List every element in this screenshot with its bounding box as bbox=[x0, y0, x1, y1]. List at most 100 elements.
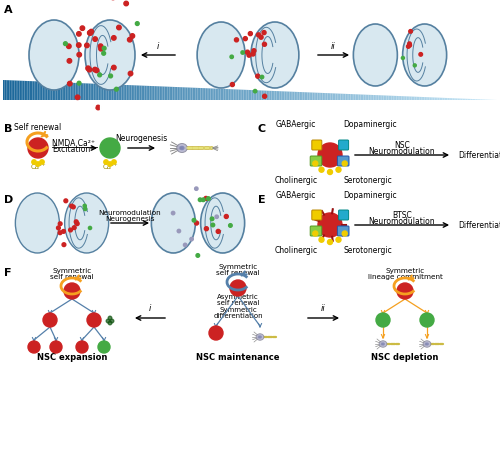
Polygon shape bbox=[370, 95, 372, 100]
Polygon shape bbox=[258, 90, 260, 100]
Polygon shape bbox=[472, 99, 474, 100]
Polygon shape bbox=[406, 96, 408, 100]
Polygon shape bbox=[67, 82, 69, 100]
Polygon shape bbox=[166, 87, 168, 100]
Circle shape bbox=[108, 162, 112, 166]
Polygon shape bbox=[123, 85, 125, 100]
Polygon shape bbox=[143, 86, 144, 100]
Polygon shape bbox=[8, 80, 10, 100]
Circle shape bbox=[89, 29, 94, 34]
Polygon shape bbox=[330, 93, 332, 100]
Polygon shape bbox=[408, 96, 410, 100]
Text: BTSC: BTSC bbox=[392, 211, 412, 220]
Circle shape bbox=[230, 280, 246, 296]
Text: Ca²⁺: Ca²⁺ bbox=[102, 164, 118, 170]
Circle shape bbox=[28, 341, 40, 353]
Ellipse shape bbox=[152, 193, 196, 253]
Circle shape bbox=[406, 44, 410, 48]
Polygon shape bbox=[228, 89, 230, 100]
FancyBboxPatch shape bbox=[338, 156, 349, 166]
Polygon shape bbox=[458, 98, 459, 100]
Text: NMDA Ca²⁺: NMDA Ca²⁺ bbox=[52, 139, 95, 147]
Polygon shape bbox=[56, 82, 58, 100]
Circle shape bbox=[98, 341, 110, 353]
Circle shape bbox=[336, 237, 341, 242]
Circle shape bbox=[172, 212, 175, 215]
Circle shape bbox=[83, 204, 86, 207]
Polygon shape bbox=[398, 96, 400, 100]
Polygon shape bbox=[273, 91, 274, 100]
Circle shape bbox=[88, 227, 92, 230]
Circle shape bbox=[88, 31, 92, 35]
FancyBboxPatch shape bbox=[312, 210, 322, 220]
Polygon shape bbox=[13, 80, 15, 100]
Polygon shape bbox=[294, 92, 296, 100]
Circle shape bbox=[419, 52, 422, 56]
Circle shape bbox=[87, 67, 92, 72]
Circle shape bbox=[76, 32, 81, 36]
Polygon shape bbox=[334, 94, 336, 100]
Circle shape bbox=[319, 237, 324, 242]
Circle shape bbox=[342, 161, 347, 166]
Circle shape bbox=[256, 33, 260, 37]
Polygon shape bbox=[216, 88, 217, 100]
Polygon shape bbox=[288, 92, 290, 100]
Polygon shape bbox=[349, 94, 350, 100]
Polygon shape bbox=[60, 82, 62, 100]
Circle shape bbox=[84, 43, 89, 48]
Circle shape bbox=[108, 321, 112, 325]
Text: self renewal: self renewal bbox=[216, 270, 260, 276]
Polygon shape bbox=[144, 86, 146, 100]
Polygon shape bbox=[250, 90, 252, 100]
Polygon shape bbox=[188, 88, 189, 100]
Circle shape bbox=[67, 58, 71, 63]
Polygon shape bbox=[479, 99, 480, 100]
Circle shape bbox=[402, 57, 404, 59]
Polygon shape bbox=[308, 92, 310, 100]
Circle shape bbox=[114, 88, 118, 91]
Circle shape bbox=[408, 44, 412, 47]
Text: i: i bbox=[157, 42, 159, 51]
Polygon shape bbox=[477, 99, 479, 100]
Circle shape bbox=[72, 205, 75, 209]
Ellipse shape bbox=[85, 20, 135, 90]
Polygon shape bbox=[256, 90, 258, 100]
Polygon shape bbox=[198, 88, 199, 100]
Circle shape bbox=[313, 231, 318, 236]
Polygon shape bbox=[283, 91, 284, 100]
Polygon shape bbox=[153, 86, 154, 100]
Polygon shape bbox=[18, 80, 20, 100]
Circle shape bbox=[260, 75, 264, 79]
Text: Dopaminergic: Dopaminergic bbox=[343, 191, 397, 200]
Circle shape bbox=[43, 313, 57, 327]
Text: size of precursor compartment: size of precursor compartment bbox=[12, 111, 182, 121]
Polygon shape bbox=[164, 87, 166, 100]
Polygon shape bbox=[402, 96, 403, 100]
Polygon shape bbox=[214, 88, 216, 100]
Text: Self renewal: Self renewal bbox=[14, 123, 62, 132]
Circle shape bbox=[110, 319, 114, 323]
Polygon shape bbox=[254, 90, 255, 100]
Ellipse shape bbox=[425, 343, 429, 346]
Polygon shape bbox=[431, 97, 433, 100]
Polygon shape bbox=[240, 89, 242, 100]
Polygon shape bbox=[178, 87, 179, 100]
Circle shape bbox=[204, 227, 208, 231]
Circle shape bbox=[56, 226, 60, 230]
Circle shape bbox=[36, 162, 40, 166]
Polygon shape bbox=[94, 84, 95, 100]
Polygon shape bbox=[412, 96, 413, 100]
Text: NSC depletion: NSC depletion bbox=[372, 353, 438, 362]
Polygon shape bbox=[49, 82, 51, 100]
Polygon shape bbox=[227, 89, 228, 100]
Polygon shape bbox=[422, 97, 423, 100]
Circle shape bbox=[262, 30, 266, 35]
Polygon shape bbox=[268, 91, 270, 100]
Polygon shape bbox=[448, 98, 449, 100]
Circle shape bbox=[256, 74, 260, 78]
Circle shape bbox=[96, 105, 100, 110]
Circle shape bbox=[254, 89, 257, 93]
Circle shape bbox=[234, 38, 238, 42]
Circle shape bbox=[64, 283, 80, 299]
Polygon shape bbox=[360, 95, 362, 100]
